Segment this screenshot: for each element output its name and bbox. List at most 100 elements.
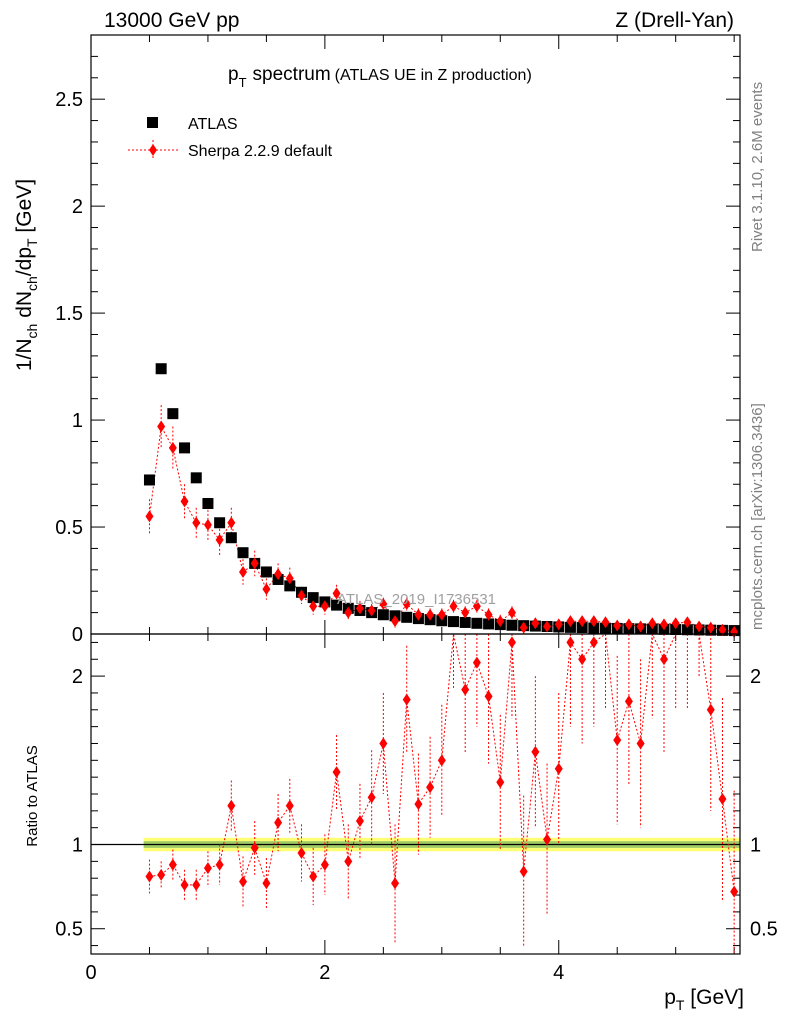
title-p: p <box>228 64 239 85</box>
sherpa-ratio-point <box>706 703 715 716</box>
sherpa-main-point <box>227 516 236 529</box>
sherpa-main-point <box>543 620 552 633</box>
sherpa-main-point <box>239 565 248 578</box>
legend-sherpa-label: Sherpa 2.2.9 default <box>188 143 333 160</box>
sherpa-ratio-point <box>157 868 166 881</box>
sherpa-main-point <box>449 600 458 613</box>
mcplots-label: mcplots.cern.ch [arXiv:1306.3436] <box>749 403 766 630</box>
main-y-tick-label: 2.5 <box>55 89 83 111</box>
sherpa-ratio-point <box>262 877 271 890</box>
sherpa-main-point <box>168 441 177 454</box>
main-y-tick-label: 2 <box>72 196 83 218</box>
legend: ATLAS Sherpa 2.2.9 default <box>128 116 333 160</box>
sherpa-ratio-point <box>484 690 493 703</box>
sherpa-ratio-point <box>613 734 622 747</box>
atlas-data-point <box>681 624 693 636</box>
sherpa-ratio-point <box>507 636 516 649</box>
atlas-data-point <box>202 498 214 510</box>
sherpa-ratio-point <box>391 877 400 890</box>
sherpa-main-point <box>648 617 657 630</box>
sherpa-main-point <box>519 621 528 634</box>
sherpa-main-point <box>695 620 704 633</box>
atlas-data-point <box>471 617 483 629</box>
x-axis-label: pT [GeV] <box>664 986 744 1013</box>
sherpa-main-point <box>578 615 587 628</box>
main-y-tick-label: 0.5 <box>55 517 83 539</box>
sherpa-ratio-point <box>180 878 189 891</box>
sherpa-main-point <box>320 600 329 613</box>
sherpa-main-point <box>601 616 610 629</box>
ratio-x-tick-label: 4 <box>553 962 564 984</box>
sherpa-ratio-point <box>589 636 598 649</box>
sherpa-main-point <box>531 617 540 630</box>
sherpa-ratio-point <box>402 693 411 706</box>
sherpa-main-point <box>332 587 341 600</box>
main-y-tick-label: 1 <box>72 410 83 432</box>
sherpa-ratio-point <box>730 885 739 898</box>
sherpa-main-point <box>180 495 189 508</box>
sherpa-main-point <box>496 615 505 628</box>
sherpa-main-point <box>706 621 715 634</box>
ratio-y-tick-label-right: 1 <box>750 835 761 857</box>
sherpa-main-point <box>566 615 575 628</box>
sherpa-main-point <box>367 604 376 617</box>
sherpa-ratio-point <box>203 862 212 875</box>
ratio-x-tick-label: 2 <box>319 962 330 984</box>
sherpa-main-point <box>636 620 645 633</box>
main-y-tick-label: 0 <box>72 624 83 646</box>
sherpa-main-point <box>437 608 446 621</box>
atlas-data-point <box>576 622 588 634</box>
sherpa-ratio-point <box>379 737 388 750</box>
sherpa-main-point <box>472 600 481 613</box>
ratio-y-axis-label: Ratio to ATLAS <box>24 745 41 846</box>
atlas-data-point <box>284 580 296 592</box>
sherpa-ratio-point <box>250 841 259 854</box>
atlas-data-point <box>143 474 155 486</box>
title-subscript: T <box>239 75 247 90</box>
atlas-data-point <box>564 621 576 633</box>
sherpa-ratio-point <box>659 653 668 666</box>
sherpa-ratio-point <box>239 875 248 888</box>
sherpa-ratio-point <box>461 683 470 696</box>
sherpa-ratio-point <box>274 816 283 829</box>
sherpa-main-point <box>297 589 306 602</box>
sherpa-ratio-point <box>367 791 376 804</box>
atlas-data-point <box>237 547 249 559</box>
sherpa-main-point <box>671 617 680 630</box>
sherpa-main-point <box>250 557 259 570</box>
sherpa-main-point <box>659 618 668 631</box>
sherpa-ratio-point <box>636 737 645 750</box>
sherpa-main-point <box>402 598 411 611</box>
sherpa-main-point <box>274 568 283 581</box>
atlas-data-point <box>448 616 460 628</box>
sherpa-main-point <box>461 606 470 619</box>
legend-atlas-marker <box>147 117 158 128</box>
ratio-y-tick-label: 0.5 <box>55 919 83 941</box>
sherpa-main-point <box>344 606 353 619</box>
main-y-tick-label: 1.5 <box>55 303 83 325</box>
title-note: (ATLAS UE in Z production) <box>335 67 532 84</box>
atlas-data-point <box>506 619 518 631</box>
ratio-y-tick-label-right: 2 <box>750 666 761 688</box>
legend-sherpa-marker <box>149 144 157 156</box>
atlas-data-point <box>225 532 237 544</box>
sherpa-ratio-point <box>543 833 552 846</box>
sherpa-ratio-point <box>437 754 446 767</box>
sherpa-ratio-point <box>320 858 329 871</box>
sherpa-main-point <box>554 618 563 631</box>
sherpa-main-point <box>484 608 493 621</box>
ratio-panel: 0 2 4 0.5 0.5 1 1 2 2 <box>55 632 778 984</box>
sherpa-main-point <box>379 598 388 611</box>
rivet-version-label: Rivet 3.1.10, 2.6M events <box>749 82 766 252</box>
header-left: 13000 GeV pp <box>104 9 239 32</box>
ratio-frame <box>90 633 741 955</box>
sherpa-main-point <box>192 516 201 529</box>
sherpa-ratio-point <box>332 766 341 779</box>
legend-atlas-label: ATLAS <box>188 116 238 133</box>
sherpa-ratio-point <box>355 814 364 827</box>
atlas-data-point <box>214 517 226 529</box>
sherpa-ratio-point <box>297 846 306 859</box>
atlas-data-point <box>155 363 167 375</box>
sherpa-ratio-point <box>215 858 224 871</box>
sherpa-ratio-point <box>426 781 435 794</box>
